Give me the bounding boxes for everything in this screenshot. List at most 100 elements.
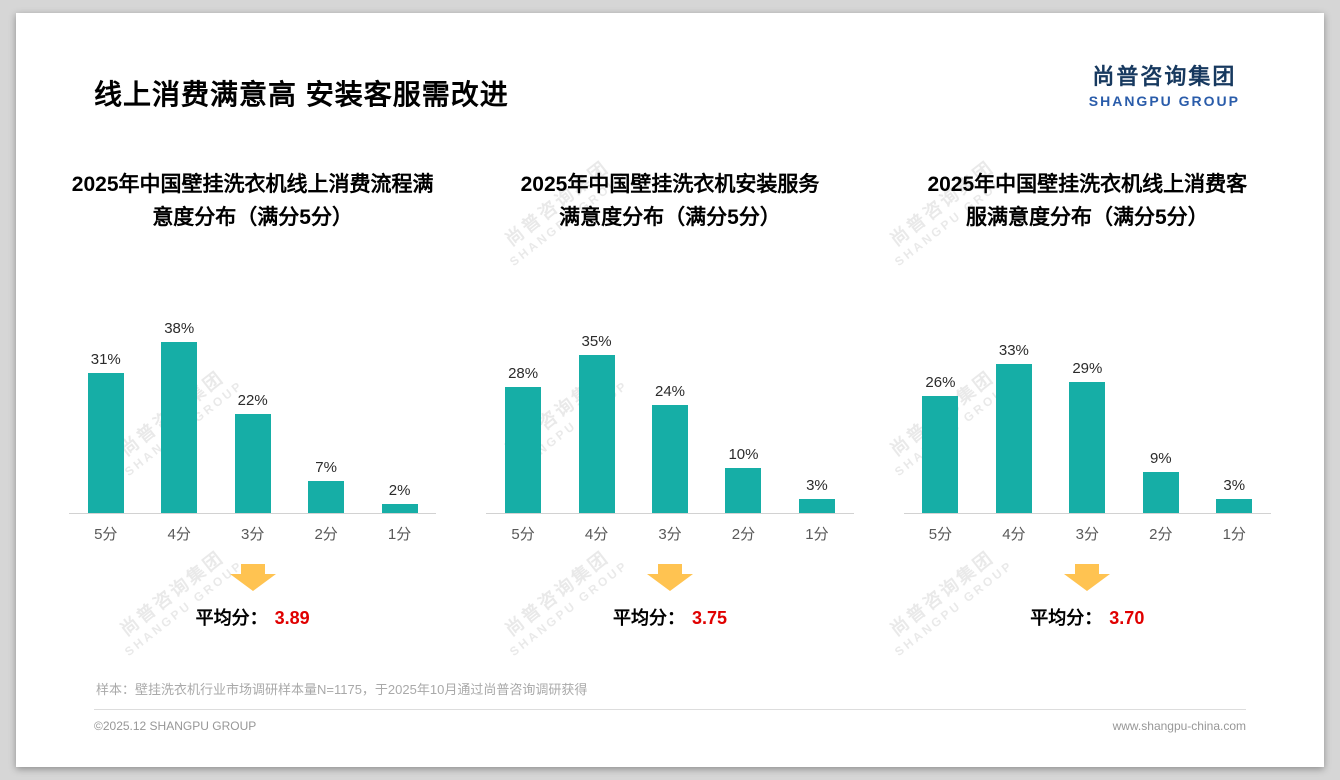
category-label: 1分 — [387, 526, 412, 543]
category-label: 2分 — [1149, 526, 1173, 543]
bar-group: 24% — [633, 383, 706, 513]
chart-title-line: 意度分布（满分5分） — [152, 205, 353, 229]
bar-value-label: 3% — [806, 477, 828, 494]
bar-group: 9% — [1124, 450, 1197, 513]
website-url: www.shangpu-china.com — [1112, 719, 1246, 733]
category-label: 2分 — [314, 526, 338, 543]
average-score: 平均分： 3.75 — [613, 604, 727, 630]
bar — [1142, 472, 1179, 513]
bar — [578, 355, 615, 513]
chart-installation-service: 2025年中国壁挂洗衣机安装服务 满意度分布（满分5分） 28% 35% 24% 10… — [461, 169, 878, 630]
bar-group: 31% — [69, 351, 142, 513]
category-axis: 5分 4分 3分 2分 1分 — [904, 523, 1271, 544]
charts-row: 2025年中国壁挂洗衣机线上消费流程满 意度分布（满分5分） 31% 38% 22%… — [44, 169, 1296, 630]
category-label: 3分 — [658, 526, 682, 543]
bar — [234, 414, 271, 513]
category-axis: 5分 4分 3分 2分 1分 — [69, 523, 436, 544]
bar-value-label: 33% — [998, 342, 1029, 359]
bar-group: 26% — [904, 374, 977, 513]
bar-value-label: 31% — [90, 351, 121, 368]
average-score: 平均分： 3.70 — [1030, 604, 1144, 630]
bar — [505, 387, 542, 513]
category-label: 1分 — [805, 526, 829, 543]
bar-value-label: 7% — [315, 459, 337, 476]
category-axis: 5分 4分 3分 2分 1分 — [486, 523, 853, 544]
bar-group: 33% — [977, 342, 1050, 513]
average-label: 平均分： — [612, 608, 685, 628]
category-label: 4分 — [584, 526, 609, 543]
category-label: 3分 — [1075, 526, 1099, 543]
bar-value-label: 28% — [508, 365, 539, 382]
bar — [995, 364, 1032, 513]
bar-group: 2% — [363, 482, 436, 513]
chart-title-line: 2025年中国壁挂洗衣机线上消费客 — [927, 173, 1248, 196]
chart-online-consumption-process: 2025年中国壁挂洗衣机线上消费流程满 意度分布（满分5分） 31% 38% 22%… — [44, 169, 461, 630]
bar-group: 7% — [289, 459, 362, 513]
logo-chinese-text: 尚普咨询集团 — [1092, 64, 1237, 89]
slide-card: 线上消费满意高 安装客服需改进 尚普咨询集团 SHANGPU GROUP 202… — [16, 13, 1324, 767]
average-value: 3.75 — [691, 608, 728, 628]
bar-group: 10% — [707, 446, 780, 513]
average-score: 平均分： 3.89 — [196, 604, 310, 630]
chart-title-line: 2025年中国壁挂洗衣机线上消费流程满 — [71, 173, 434, 196]
category-label: 4分 — [1002, 526, 1026, 543]
bar — [798, 499, 835, 513]
bar-plot: 28% 35% 24% 10% 3% — [486, 313, 854, 514]
bar-value-label: 10% — [728, 446, 759, 463]
bar-value-label: 29% — [1072, 360, 1103, 377]
bar — [725, 468, 762, 513]
bar-group: 3% — [780, 477, 853, 513]
logo-english-text: SHANGPU GROUP — [1088, 93, 1240, 109]
bar-group: 28% — [486, 365, 559, 513]
average-label: 平均分： — [1030, 608, 1103, 628]
bar-value-label: 35% — [581, 333, 612, 350]
chart-title: 2025年中国壁挂洗衣机安装服务 满意度分布（满分5分） — [521, 169, 820, 241]
sample-footnote: 样本：壁挂洗衣机行业市场调研样本量N=1175，于2025年10月通过尚普咨询调… — [96, 682, 588, 697]
down-arrow-icon — [229, 564, 276, 591]
bar-value-label: 24% — [654, 383, 686, 400]
chart-title-line: 服满意度分布（满分5分） — [965, 205, 1209, 229]
copyright-text: ©2025.12 SHANGPU GROUP — [94, 719, 257, 733]
category-label: 5分 — [511, 526, 535, 543]
bar — [308, 481, 345, 513]
shangpu-logo: 尚普咨询集团 SHANGPU GROUP — [1089, 59, 1240, 109]
chart-title-line: 满意度分布（满分5分） — [559, 205, 781, 229]
chart-customer-service: 2025年中国壁挂洗衣机线上消费客 服满意度分布（满分5分） 26% 33% 29%… — [879, 169, 1296, 630]
category-label: 3分 — [241, 526, 265, 543]
chart-title: 2025年中国壁挂洗衣机线上消费客 服满意度分布（满分5分） — [927, 169, 1247, 241]
bar-value-label: 3% — [1223, 477, 1246, 494]
bar — [87, 373, 124, 513]
average-label: 平均分： — [195, 608, 268, 628]
category-label: 1分 — [1222, 526, 1246, 543]
bar-plot: 31% 38% 22% 7% 2% — [69, 313, 437, 514]
bar — [1069, 382, 1106, 513]
bar-value-label: 38% — [164, 320, 195, 337]
bar-group: 3% — [1198, 477, 1271, 513]
bar — [381, 504, 418, 513]
category-label: 5分 — [94, 526, 118, 543]
average-value: 3.70 — [1109, 608, 1145, 628]
average-value: 3.89 — [274, 608, 310, 628]
bar-group: 38% — [143, 320, 216, 513]
bar — [652, 405, 688, 513]
category-label: 4分 — [167, 526, 191, 543]
bar-group: 35% — [560, 333, 633, 513]
page-title: 线上消费满意高 安装客服需改进 — [94, 79, 509, 110]
down-arrow-icon — [1064, 564, 1111, 591]
bar — [161, 342, 198, 513]
category-label: 5分 — [928, 526, 953, 543]
footer-divider — [94, 709, 1246, 710]
bar-value-label: 2% — [388, 482, 411, 499]
chart-title-line: 2025年中国壁挂洗衣机安装服务 — [520, 173, 820, 196]
bar — [1216, 499, 1253, 513]
bar-value-label: 26% — [925, 374, 956, 391]
chart-title: 2025年中国壁挂洗衣机线上消费流程满 意度分布（满分5分） — [72, 169, 434, 241]
category-label: 2分 — [731, 526, 756, 543]
down-arrow-icon — [646, 564, 693, 591]
bar-value-label: 9% — [1149, 450, 1172, 467]
bar-value-label: 22% — [237, 392, 268, 409]
bar-group: 22% — [216, 392, 289, 513]
bar-plot: 26% 33% 29% 9% 3% — [903, 313, 1271, 514]
bar — [922, 396, 959, 513]
bar-group: 29% — [1051, 360, 1124, 513]
